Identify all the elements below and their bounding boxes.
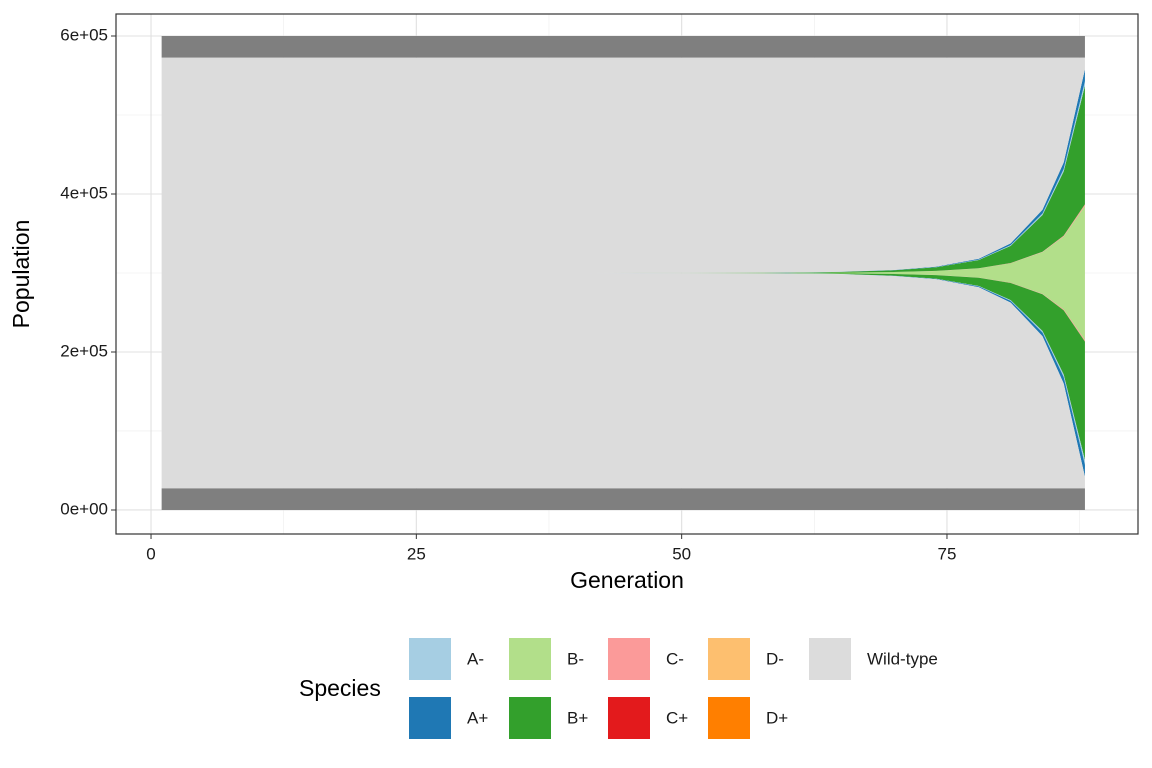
x-axis-title: Generation [570, 567, 684, 593]
y-tick-label: 6e+05 [60, 25, 108, 44]
legend-key [409, 638, 451, 680]
stream-area [161, 57, 1085, 489]
legend-label: D- [766, 649, 784, 668]
legend-key [809, 638, 851, 680]
limit-band [161, 36, 1085, 58]
legend-key [409, 697, 451, 739]
x-tick-label: 50 [672, 544, 691, 563]
legend-label: C+ [666, 708, 688, 727]
stream-area [161, 205, 1085, 341]
legend-key [509, 638, 551, 680]
y-tick-label: 0e+00 [60, 499, 108, 518]
legend: A- A+ B- B+ C- C+ D- D+ Wild-type [409, 638, 938, 739]
legend-label: B+ [567, 708, 588, 727]
legend-label: Wild-type [867, 649, 938, 668]
legend-label: A- [467, 649, 484, 668]
legend-key [708, 697, 750, 739]
legend-label: B- [567, 649, 584, 668]
y-axis-title: Population [8, 220, 34, 329]
x-tick-label: 25 [407, 544, 426, 563]
limit-band [161, 488, 1085, 510]
y-tick-label: 2e+05 [60, 341, 108, 360]
legend-title: Species [299, 675, 381, 701]
legend-label: C- [666, 649, 684, 668]
legend-key [708, 638, 750, 680]
x-tick-label: 75 [938, 544, 957, 563]
legend-key [608, 697, 650, 739]
legend-key [608, 638, 650, 680]
legend-label: A+ [467, 708, 488, 727]
x-tick-label: 0 [146, 544, 155, 563]
legend-key [509, 697, 551, 739]
y-tick-label: 4e+05 [60, 183, 108, 202]
panel-border [115, 13, 1139, 535]
legend-label: D+ [766, 708, 788, 727]
